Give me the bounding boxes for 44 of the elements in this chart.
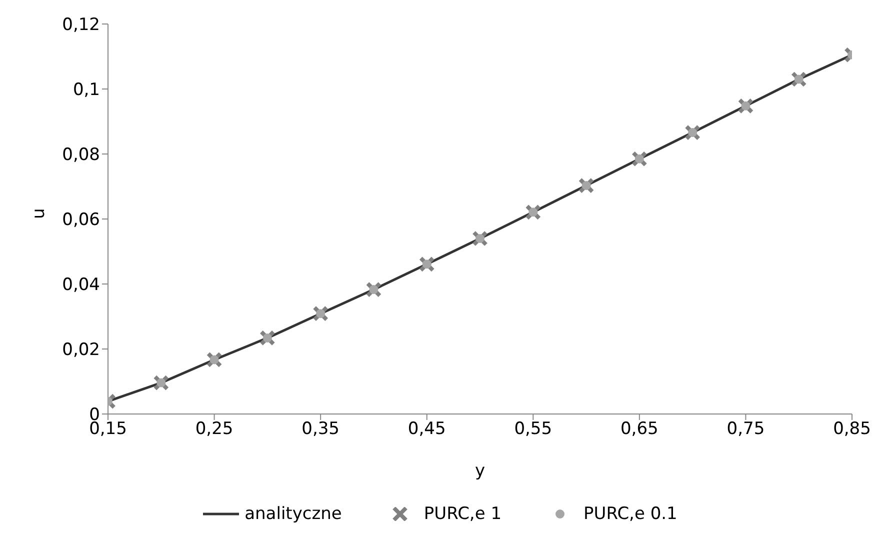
point bbox=[741, 101, 750, 110]
y-tick-label: 0,12 bbox=[62, 15, 100, 36]
y-tick-label: 0,1 bbox=[72, 80, 100, 100]
point bbox=[206, 352, 222, 368]
point bbox=[259, 330, 276, 346]
point bbox=[422, 260, 432, 269]
x-tick-label: 0,75 bbox=[726, 419, 765, 440]
legend-label: PURC,e 1 bbox=[424, 504, 502, 524]
y-tick-label: 0,06 bbox=[62, 210, 100, 230]
point bbox=[794, 74, 804, 84]
point bbox=[366, 282, 382, 298]
point bbox=[210, 355, 219, 364]
point bbox=[684, 124, 701, 141]
legend-label: analityczne bbox=[244, 504, 342, 524]
point bbox=[631, 150, 648, 167]
point bbox=[316, 309, 326, 318]
x-tick-label: 0,25 bbox=[195, 419, 234, 440]
point bbox=[688, 128, 698, 138]
point bbox=[578, 178, 594, 194]
x-tick-label: 0,85 bbox=[833, 419, 871, 440]
y-tick-label: 0,08 bbox=[62, 145, 100, 166]
point bbox=[472, 230, 488, 246]
point bbox=[476, 234, 484, 243]
x-axis-title: y bbox=[474, 461, 486, 481]
point bbox=[790, 71, 807, 88]
point bbox=[156, 378, 166, 388]
y-tick-label: 0,02 bbox=[62, 340, 100, 360]
point bbox=[262, 333, 272, 342]
point bbox=[738, 98, 754, 114]
point bbox=[525, 204, 542, 220]
y-axis-title: u bbox=[29, 208, 50, 219]
point bbox=[528, 208, 538, 217]
x-tick-label: 0,65 bbox=[620, 419, 658, 440]
x-tick-label: 0,35 bbox=[302, 419, 340, 440]
point bbox=[153, 374, 170, 391]
legend-label: PURC,e 0.1 bbox=[584, 504, 678, 524]
y-tick-label: 0,04 bbox=[62, 275, 100, 296]
point bbox=[312, 306, 329, 322]
point bbox=[582, 181, 591, 190]
point bbox=[369, 285, 378, 294]
x-tick-label: 0,45 bbox=[408, 419, 446, 440]
point bbox=[634, 154, 644, 164]
x-tick-label: 0,55 bbox=[514, 419, 552, 440]
point bbox=[418, 256, 435, 272]
